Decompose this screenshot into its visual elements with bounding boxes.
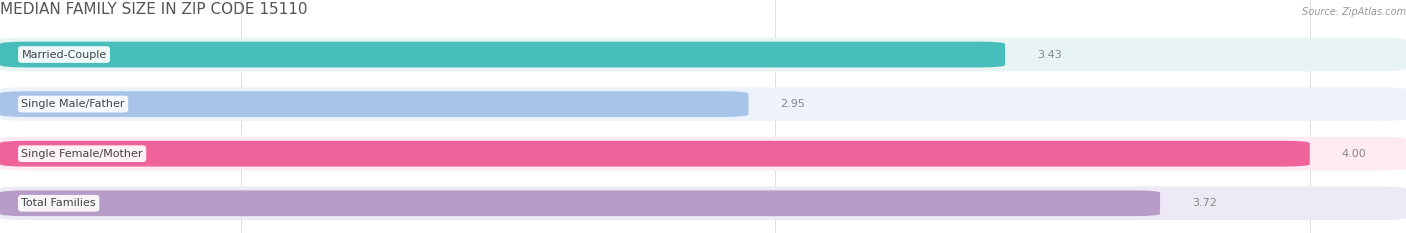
FancyBboxPatch shape [0,42,1005,67]
Text: 3.72: 3.72 [1192,198,1218,208]
Text: Source: ZipAtlas.com: Source: ZipAtlas.com [1302,7,1406,17]
FancyBboxPatch shape [0,38,1406,71]
Text: 2.95: 2.95 [780,99,806,109]
Text: Single Male/Father: Single Male/Father [21,99,125,109]
Text: 3.43: 3.43 [1038,50,1062,60]
Text: Single Female/Mother: Single Female/Mother [21,149,143,159]
FancyBboxPatch shape [0,186,1406,220]
Text: MEDIAN FAMILY SIZE IN ZIP CODE 15110: MEDIAN FAMILY SIZE IN ZIP CODE 15110 [0,2,308,17]
FancyBboxPatch shape [0,137,1406,171]
Text: Married-Couple: Married-Couple [21,50,107,60]
Text: Total Families: Total Families [21,198,96,208]
FancyBboxPatch shape [0,141,1310,167]
FancyBboxPatch shape [0,190,1160,216]
FancyBboxPatch shape [0,87,1406,121]
Text: 4.00: 4.00 [1341,149,1367,159]
FancyBboxPatch shape [0,91,748,117]
